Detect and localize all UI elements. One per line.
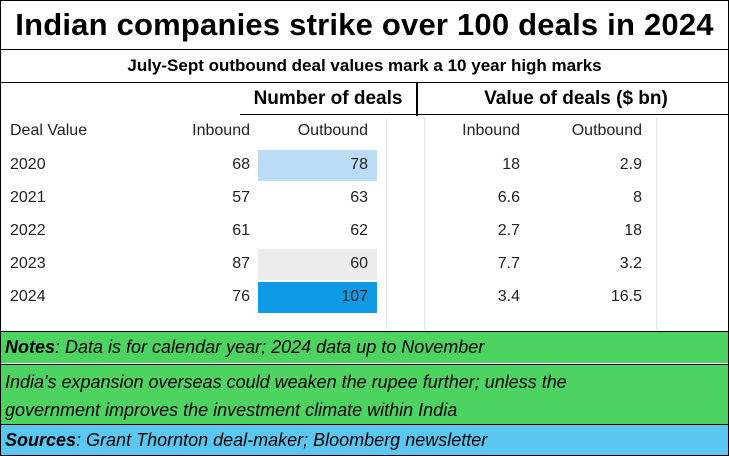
cell-deals-inbound: 57: [232, 189, 250, 206]
column-header-value-inbound: Inbound: [462, 122, 520, 139]
column-header-deals-inbound: Inbound: [192, 122, 250, 139]
grid-line: [424, 118, 425, 330]
cell-deals-outbound: 78: [350, 156, 368, 173]
cell-value-outbound: 2.9: [619, 156, 642, 173]
notes-label: Notes: [5, 337, 56, 357]
group-divider: [416, 83, 418, 116]
cell-value-outbound: 8: [633, 189, 642, 206]
cell-value-inbound: 6.6: [497, 189, 520, 206]
grid-line: [656, 118, 657, 330]
notes-text: : Data is for calendar year; 2024 data u…: [55, 337, 485, 357]
cell-year: 2024: [10, 288, 46, 305]
cell-deals-outbound: 63: [350, 189, 368, 206]
notes-line-3: government improves the investment clima…: [5, 400, 458, 420]
grid-line: [386, 118, 387, 330]
cell-value-outbound: 18: [624, 222, 642, 239]
highlight-cell: [258, 150, 377, 181]
page-title: Indian companies strike over 100 deals i…: [1, 1, 728, 50]
cell-deals-inbound: 61: [232, 222, 250, 239]
column-header-deal-value: Deal Value: [10, 122, 88, 139]
cell-value-inbound: 7.7: [497, 255, 520, 272]
cell-value-inbound: 18: [502, 156, 520, 173]
cell-deals-inbound: 76: [232, 288, 250, 305]
cell-deals-inbound: 68: [232, 156, 250, 173]
sources-text: : Grant Thornton deal-maker; Bloomberg n…: [76, 429, 488, 450]
cell-value-outbound: 16.5: [610, 288, 642, 305]
group-header-number-of-deals: Number of deals: [253, 88, 403, 109]
column-header-deals-outbound: Outbound: [297, 122, 368, 139]
cell-deals-outbound: 62: [350, 222, 368, 239]
cell-deals-inbound: 87: [232, 255, 250, 272]
group-underline-number: [240, 114, 416, 115]
cell-year: 2020: [10, 156, 46, 173]
cell-deals-outbound: 60: [350, 255, 368, 272]
group-underline-value: [418, 114, 728, 115]
sources-label: Sources: [5, 429, 77, 450]
group-header-value-of-deals: Value of deals ($ bn): [484, 88, 668, 109]
cell-value-inbound: 2.7: [497, 222, 520, 239]
cell-year: 2022: [10, 222, 46, 239]
page-subtitle: July-Sept outbound deal values mark a 10…: [1, 50, 728, 83]
highlight-cell: [258, 282, 377, 313]
notes-commentary: India's expansion overseas could weaken …: [1, 364, 728, 424]
cell-deals-outbound: 107: [341, 288, 368, 305]
notes-row: Notes : Data is for calendar year; 2024 …: [1, 331, 728, 363]
cell-year: 2023: [10, 255, 46, 272]
highlight-cell: [258, 249, 377, 280]
notes-line-2: India's expansion overseas could weaken …: [5, 372, 567, 392]
sources-row: Sources : Grant Thornton deal-maker; Blo…: [1, 424, 728, 455]
cell-value-inbound: 3.4: [497, 288, 520, 305]
cell-year: 2021: [10, 189, 46, 206]
column-header-value-outbound: Outbound: [571, 122, 642, 139]
cell-value-outbound: 3.2: [619, 255, 642, 272]
